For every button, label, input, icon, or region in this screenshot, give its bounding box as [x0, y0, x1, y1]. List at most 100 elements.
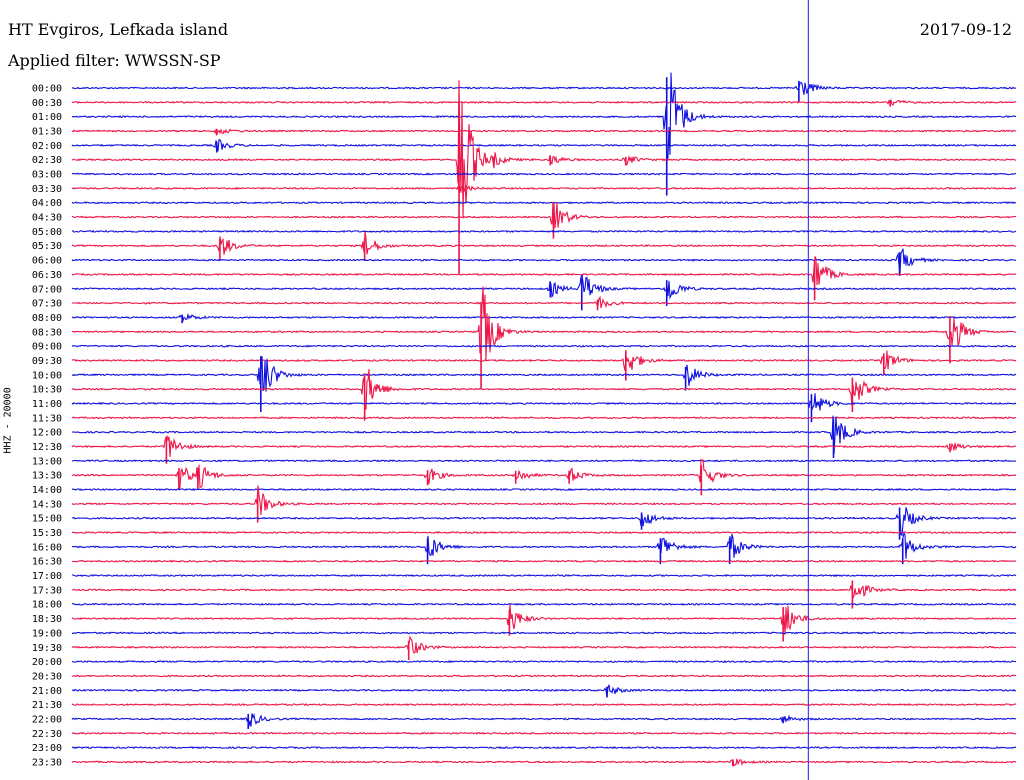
time-tick-label: 01:00	[32, 112, 62, 123]
trace-line	[71, 229, 1017, 234]
trace-line	[71, 256, 1017, 286]
time-tick-label: 14:00	[32, 485, 62, 496]
time-tick-label: 04:00	[32, 198, 62, 209]
trace-line	[71, 81, 1017, 95]
time-tick-label: 02:00	[32, 141, 62, 152]
trace-line	[71, 80, 1017, 219]
trace-line	[71, 201, 1017, 229]
time-tick-label: 22:00	[32, 714, 62, 725]
time-tick-label: 04:30	[32, 213, 62, 224]
time-tick-label: 09:30	[32, 356, 62, 367]
time-tick-label: 13:00	[32, 456, 62, 467]
trace-line	[71, 507, 1017, 537]
trace-line	[71, 72, 1017, 162]
trace-line	[71, 604, 1017, 635]
filter-label: Applied filter: WWSSN-SP	[8, 51, 221, 70]
time-tick-label: 02:30	[32, 155, 62, 166]
time-tick-label: 15:30	[32, 528, 62, 539]
time-tick-label: 21:00	[32, 686, 62, 697]
trace-line	[72, 415, 1017, 455]
trace-line	[71, 713, 1017, 727]
time-tick-label: 18:00	[32, 600, 62, 611]
time-tick-label: 06:00	[32, 256, 62, 267]
time-tick-label: 08:00	[32, 313, 62, 324]
time-tick-label: 06:30	[32, 270, 62, 281]
time-tick-label: 19:30	[32, 643, 62, 654]
time-tick-label: 12:30	[32, 442, 62, 453]
time-tick-label: 11:30	[32, 413, 62, 424]
trace-line	[71, 674, 1017, 678]
time-tick-label: 13:30	[32, 471, 62, 482]
trace-line	[71, 635, 1017, 654]
time-tick-label: 00:30	[32, 98, 62, 109]
trace-line	[71, 231, 1017, 255]
trace-line	[71, 356, 1017, 392]
trace-line	[71, 731, 1017, 735]
trace-line	[71, 485, 1017, 515]
trace-line	[71, 172, 1017, 176]
time-tick-label: 23:30	[32, 757, 62, 768]
trace-line	[71, 758, 1016, 767]
trace-line	[71, 684, 1017, 698]
time-tick-labels: 00:00 00:30 01:00 01:30 02:00 02:30 03:00 03:30…	[32, 84, 62, 769]
trace-line	[71, 602, 1017, 606]
trace-line	[71, 487, 1017, 492]
trace-line	[71, 573, 1017, 578]
time-tick-label: 01:30	[32, 127, 62, 138]
trace-line	[71, 183, 1017, 193]
time-tick-label: 09:00	[32, 342, 62, 353]
station-title: HT Evgiros, Lefkada island	[8, 20, 229, 39]
trace-line	[71, 393, 1017, 411]
time-tick-label: 19:00	[32, 628, 62, 639]
time-tick-label: 18:30	[32, 614, 62, 625]
trace-line	[71, 416, 1017, 420]
time-tick-label: 21:30	[32, 700, 62, 711]
time-tick-label: 05:00	[32, 227, 62, 238]
time-tick-label: 10:00	[32, 370, 62, 381]
trace-line	[71, 746, 1017, 750]
trace-line	[71, 659, 1017, 664]
time-tick-label: 05:30	[32, 241, 62, 252]
time-tick-label: 23:00	[32, 743, 62, 754]
trace-line	[71, 702, 1016, 707]
seismic-traces	[71, 72, 1017, 767]
trace-line	[71, 585, 1017, 599]
trace-line	[71, 128, 1017, 136]
trace-line	[71, 201, 1017, 205]
trace-line	[71, 295, 1017, 309]
time-tick-label: 16:30	[32, 557, 62, 568]
time-tick-label: 03:00	[32, 170, 62, 181]
trace-line	[71, 286, 1017, 362]
trace-line	[71, 273, 1017, 300]
trace-line	[71, 312, 1017, 323]
trace-line	[71, 435, 1017, 457]
time-tick-label: 22:30	[32, 729, 62, 740]
trace-line	[71, 459, 1017, 463]
trace-line	[71, 631, 1017, 635]
date-label: 2017-09-12	[919, 20, 1012, 39]
time-tick-label: 00:00	[32, 84, 62, 95]
time-tick-label: 14:30	[32, 499, 62, 510]
time-tick-label: 20:00	[32, 657, 62, 668]
trace-line	[71, 344, 1017, 348]
time-tick-label: 07:30	[32, 299, 62, 310]
time-tick-label: 10:30	[32, 385, 62, 396]
trace-line	[72, 559, 1017, 563]
time-tick-label: 03:30	[32, 184, 62, 195]
trace-line	[71, 248, 1017, 274]
time-tick-label: 17:30	[32, 585, 62, 596]
trace-line	[71, 369, 1017, 410]
time-tick-label: 20:30	[32, 671, 62, 682]
time-tick-label: 15:00	[32, 514, 62, 525]
trace-line	[71, 98, 1016, 106]
time-tick-label: 17:00	[32, 571, 62, 582]
trace-line	[72, 531, 1017, 559]
time-tick-label: 12:00	[32, 428, 62, 439]
trace-line	[71, 138, 1017, 152]
trace-line	[71, 530, 1017, 535]
time-tick-label: 07:00	[32, 284, 62, 295]
time-tick-label: 16:00	[32, 542, 62, 553]
trace-line	[71, 350, 1017, 371]
time-tick-label: 08:30	[32, 327, 62, 338]
